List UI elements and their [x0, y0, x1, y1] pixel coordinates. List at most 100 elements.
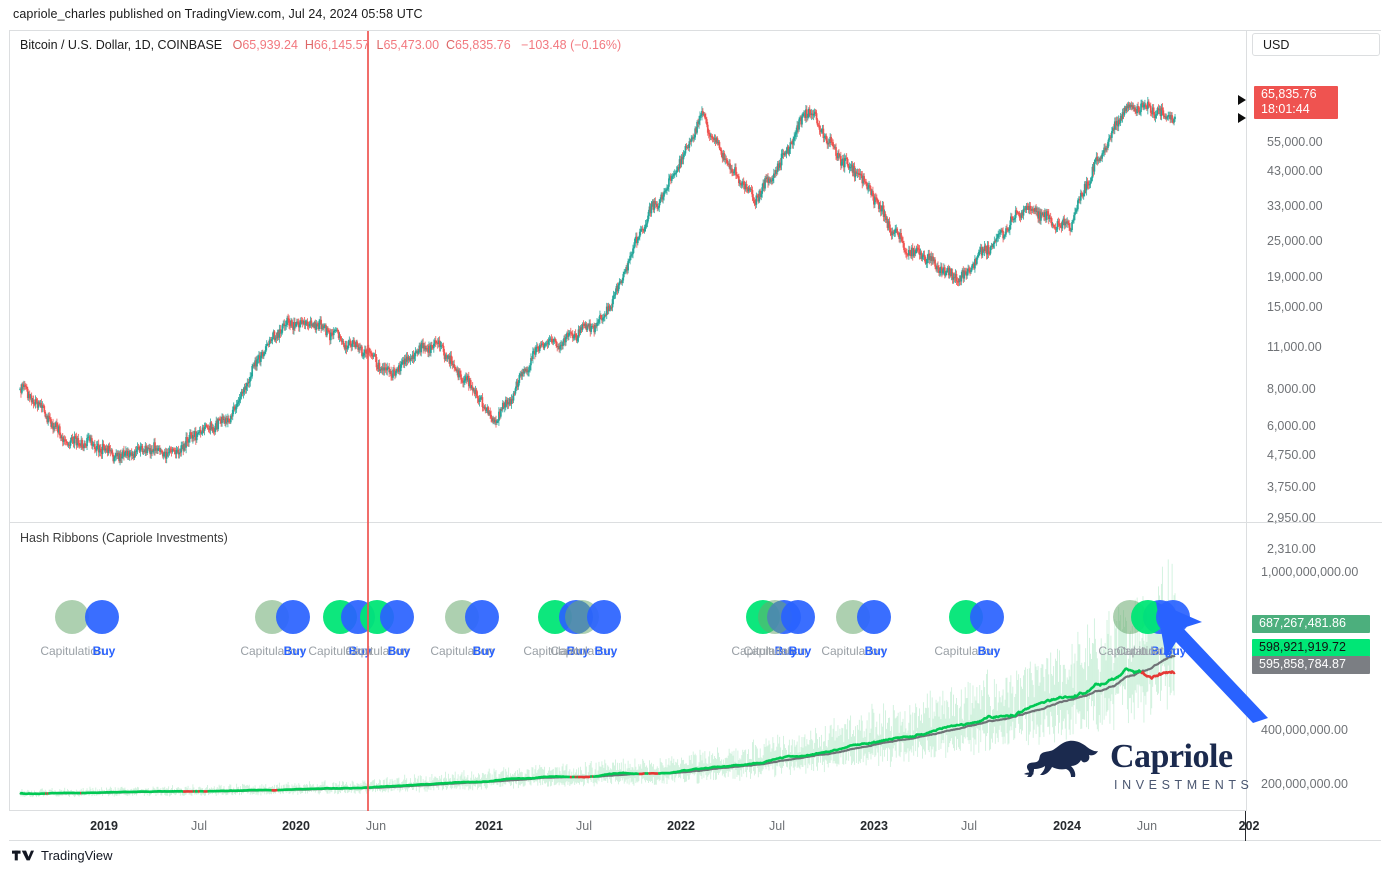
price-tick: 43,000.00 [1267, 164, 1323, 178]
buy-marker[interactable] [857, 600, 891, 634]
buy-marker[interactable] [276, 600, 310, 634]
buy-label: Buy [472, 644, 496, 658]
annotation-arrow-icon [1150, 594, 1270, 724]
capitulation-label: Capitulation [934, 644, 998, 658]
time-tick: 2020 [282, 819, 310, 833]
buy-marker[interactable] [380, 600, 414, 634]
capitulation-label: Capitulation [240, 644, 304, 658]
price-tick: 8,000.00 [1267, 382, 1316, 396]
hashrate-value-badge[interactable]: 595,858,784.87 [1252, 656, 1370, 674]
low-tag: L [376, 38, 384, 52]
time-tick: Jun [365, 819, 387, 833]
time-tick: 2019 [90, 819, 118, 833]
time-axis[interactable]: 2019 Jul 2020 Jun 2021 Jul 2022 Jul 2023 Jul 2024 J… [9, 811, 1381, 841]
buy-label: Buy [566, 644, 590, 658]
price-tick: 2,310.00 [1267, 542, 1316, 556]
capitulation-label: Capitulation [308, 644, 372, 658]
buy-label: Buy [348, 644, 372, 658]
symbol-label: Bitcoin / U.S. Dollar, 1D, COINBASE [20, 38, 223, 52]
time-tick: 2024 [1053, 819, 1081, 833]
price-tick: 25,000.00 [1267, 234, 1323, 248]
pane-divider [10, 522, 1246, 523]
tradingview-logo-icon [12, 850, 34, 861]
last-price-badge[interactable]: 65,835.76 18:01:44 [1254, 86, 1338, 119]
price-marker-arrow-icon [1238, 113, 1246, 123]
buy-marker[interactable] [970, 600, 1004, 634]
source-note: Source: Capriole Investments Limited [34, 810, 267, 811]
horse-logo-icon [1024, 740, 1098, 777]
hashrate-value-badge[interactable]: 687,267,481.86 [1252, 615, 1370, 633]
capitulation-label: Capitulation [550, 644, 614, 658]
buy-label: Buy [387, 644, 411, 658]
capitulation-label: Capitulation [40, 644, 104, 658]
time-tick: Jun [1136, 819, 1158, 833]
capitulation-label: Capitulation [743, 644, 807, 658]
time-tick: Jul [576, 819, 592, 833]
buy-label: Buy [977, 644, 1001, 658]
buy-label: Buy [774, 644, 798, 658]
hashrate-tick: 400,000,000.00 [1261, 723, 1348, 737]
time-tick: Jul [769, 819, 785, 833]
time-tick: 2021 [475, 819, 503, 833]
capriole-tagline: INVESTMENTS [1114, 778, 1254, 792]
hash-ribbon-series [19, 559, 1176, 798]
countdown-timer: 18:01:44 [1261, 102, 1310, 116]
publisher-credit: capriole_charles published on TradingVie… [13, 7, 423, 21]
buy-marker[interactable] [587, 600, 621, 634]
hashrate-tick: 200,000,000.00 [1261, 777, 1348, 791]
high-value: 66,145.57 [313, 38, 370, 52]
hash-ribbons-title: Hash Ribbons (Capriole Investments) [20, 531, 228, 545]
time-axis-separator [1245, 811, 1246, 841]
price-tick: 11,000.00 [1267, 340, 1322, 354]
currency-selector-label: USD [1263, 37, 1290, 52]
capitulation-label: Capitulation [821, 644, 885, 658]
price-marker-arrow-icon [1238, 95, 1246, 105]
currency-selector[interactable]: USD [1252, 33, 1380, 56]
buy-marker[interactable] [465, 600, 499, 634]
capriole-watermark: Capriole INVESTMENTS [1022, 736, 1249, 802]
buy-marker[interactable] [781, 600, 815, 634]
time-tick: Jul [961, 819, 977, 833]
time-tick: 202 [1238, 819, 1260, 833]
time-tick: Jul [191, 819, 207, 833]
price-tick: 6,000.00 [1267, 419, 1316, 433]
buy-label: Buy [92, 644, 116, 658]
capriole-brand: Capriole [1110, 738, 1233, 775]
candlestick-series [19, 96, 1176, 466]
time-tick: 2022 [667, 819, 695, 833]
open-tag: O [232, 38, 243, 52]
capitulation-label: Capitulation [731, 644, 795, 658]
hashrate-value-badge[interactable]: 598,921,919.72 [1252, 639, 1370, 657]
price-tick: 55,000.00 [1267, 135, 1323, 149]
price-tick: 19,000.00 [1267, 270, 1323, 284]
hash-ribbons-pane[interactable]: Hash Ribbons (Capriole Investments) Capi… [10, 523, 1246, 811]
capitulation-label: Capitulation [430, 644, 494, 658]
price-tick: 3,750.00 [1267, 480, 1316, 494]
change-value: −103.48 (−0.16%) [521, 38, 622, 52]
session-vertical-line [367, 31, 369, 811]
buy-label: Buy [283, 644, 307, 658]
capitulation-label: Capitulation [345, 644, 409, 658]
high-tag: H [304, 38, 314, 52]
tradingview-footer-label: TradingView [41, 848, 113, 863]
close-value: 65,835.76 [455, 38, 511, 52]
axis-divider [1247, 522, 1382, 523]
capitulation-label: Capitulation [523, 644, 587, 658]
price-tick: 2,950.00 [1267, 511, 1316, 525]
price-pane[interactable]: Bitcoin / U.S. Dollar, 1D, COINBASE O65,… [10, 31, 1246, 522]
low-value: 65,473.00 [383, 38, 440, 52]
ohlc-values: O65,939.24 H66,145.57 L65,473.00 C65,835… [226, 38, 622, 52]
capitulation-marker[interactable] [55, 600, 89, 634]
price-axis[interactable]: 70,000.0055,000.0043,000.0033,000.0025,0… [1246, 31, 1382, 811]
last-price-value: 65,835.76 [1261, 87, 1317, 101]
tradingview-footer[interactable]: TradingView [12, 848, 113, 863]
price-tick: 15,000.00 [1267, 300, 1323, 314]
price-tick: 4,750.00 [1267, 448, 1316, 462]
buy-label: Buy [864, 644, 888, 658]
price-pane-legend: Bitcoin / U.S. Dollar, 1D, COINBASE O65,… [20, 38, 621, 52]
buy-marker[interactable] [85, 600, 119, 634]
chart-frame: Bitcoin / U.S. Dollar, 1D, COINBASE O65,… [9, 30, 1382, 811]
capitulation-label: Capitulation [1098, 644, 1162, 658]
hashrate-tick: 1,000,000,000.00 [1261, 565, 1359, 579]
buy-label: Buy [594, 644, 618, 658]
